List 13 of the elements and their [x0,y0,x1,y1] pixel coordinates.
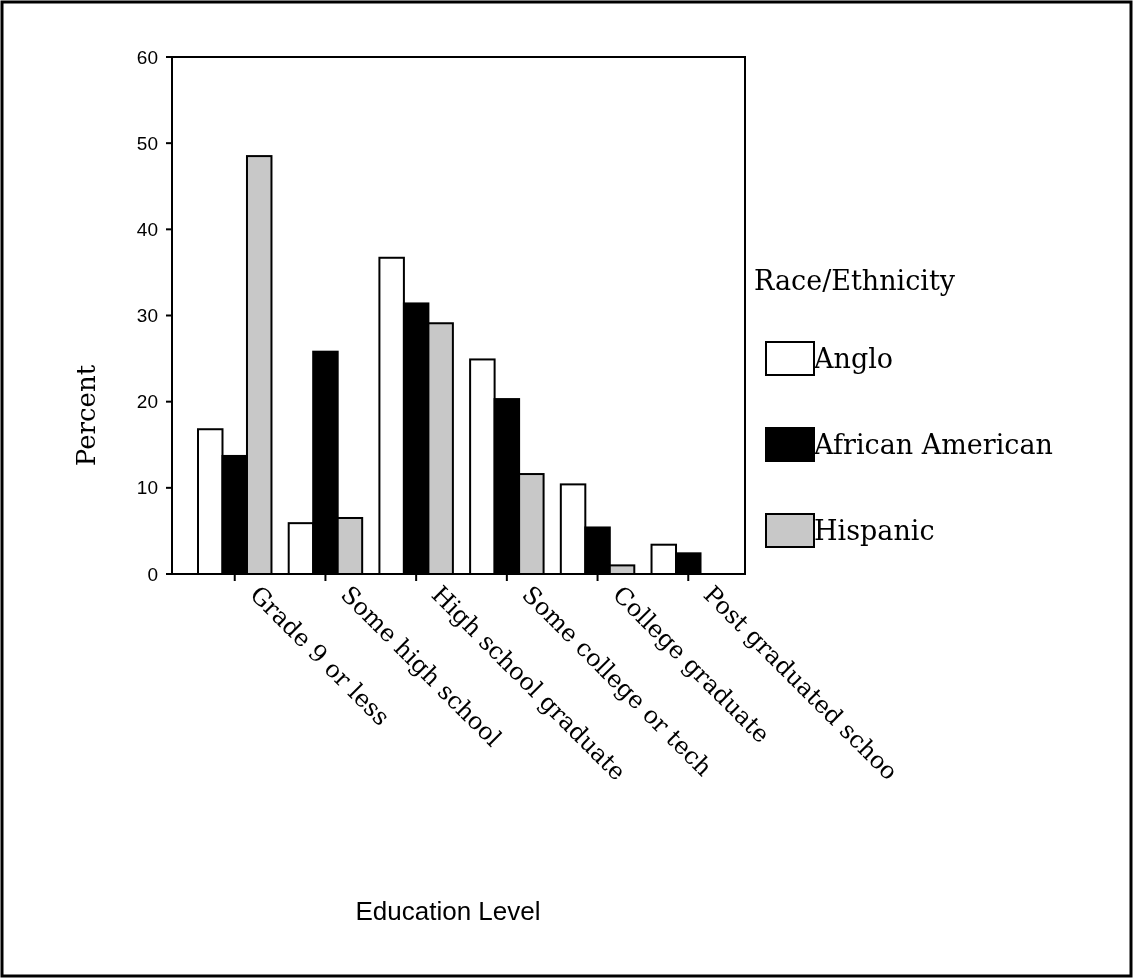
legend-label: Hispanic [814,515,935,546]
y-axis-title: Percent [71,364,101,467]
y-tick-label: 40 [136,218,158,240]
y-tick-label: 60 [136,46,158,68]
legend-label: Anglo [813,343,894,374]
y-tick-label: 30 [136,305,158,327]
y-tick-label: 50 [136,132,158,154]
y-tick-label: 20 [136,391,158,413]
y-tick-label: 0 [147,563,158,585]
legend-title: Race/Ethnicity [754,265,956,296]
x-axis-title: Education Level [355,896,541,926]
legend-label: African American [813,429,1053,460]
y-tick-label: 10 [136,477,158,499]
